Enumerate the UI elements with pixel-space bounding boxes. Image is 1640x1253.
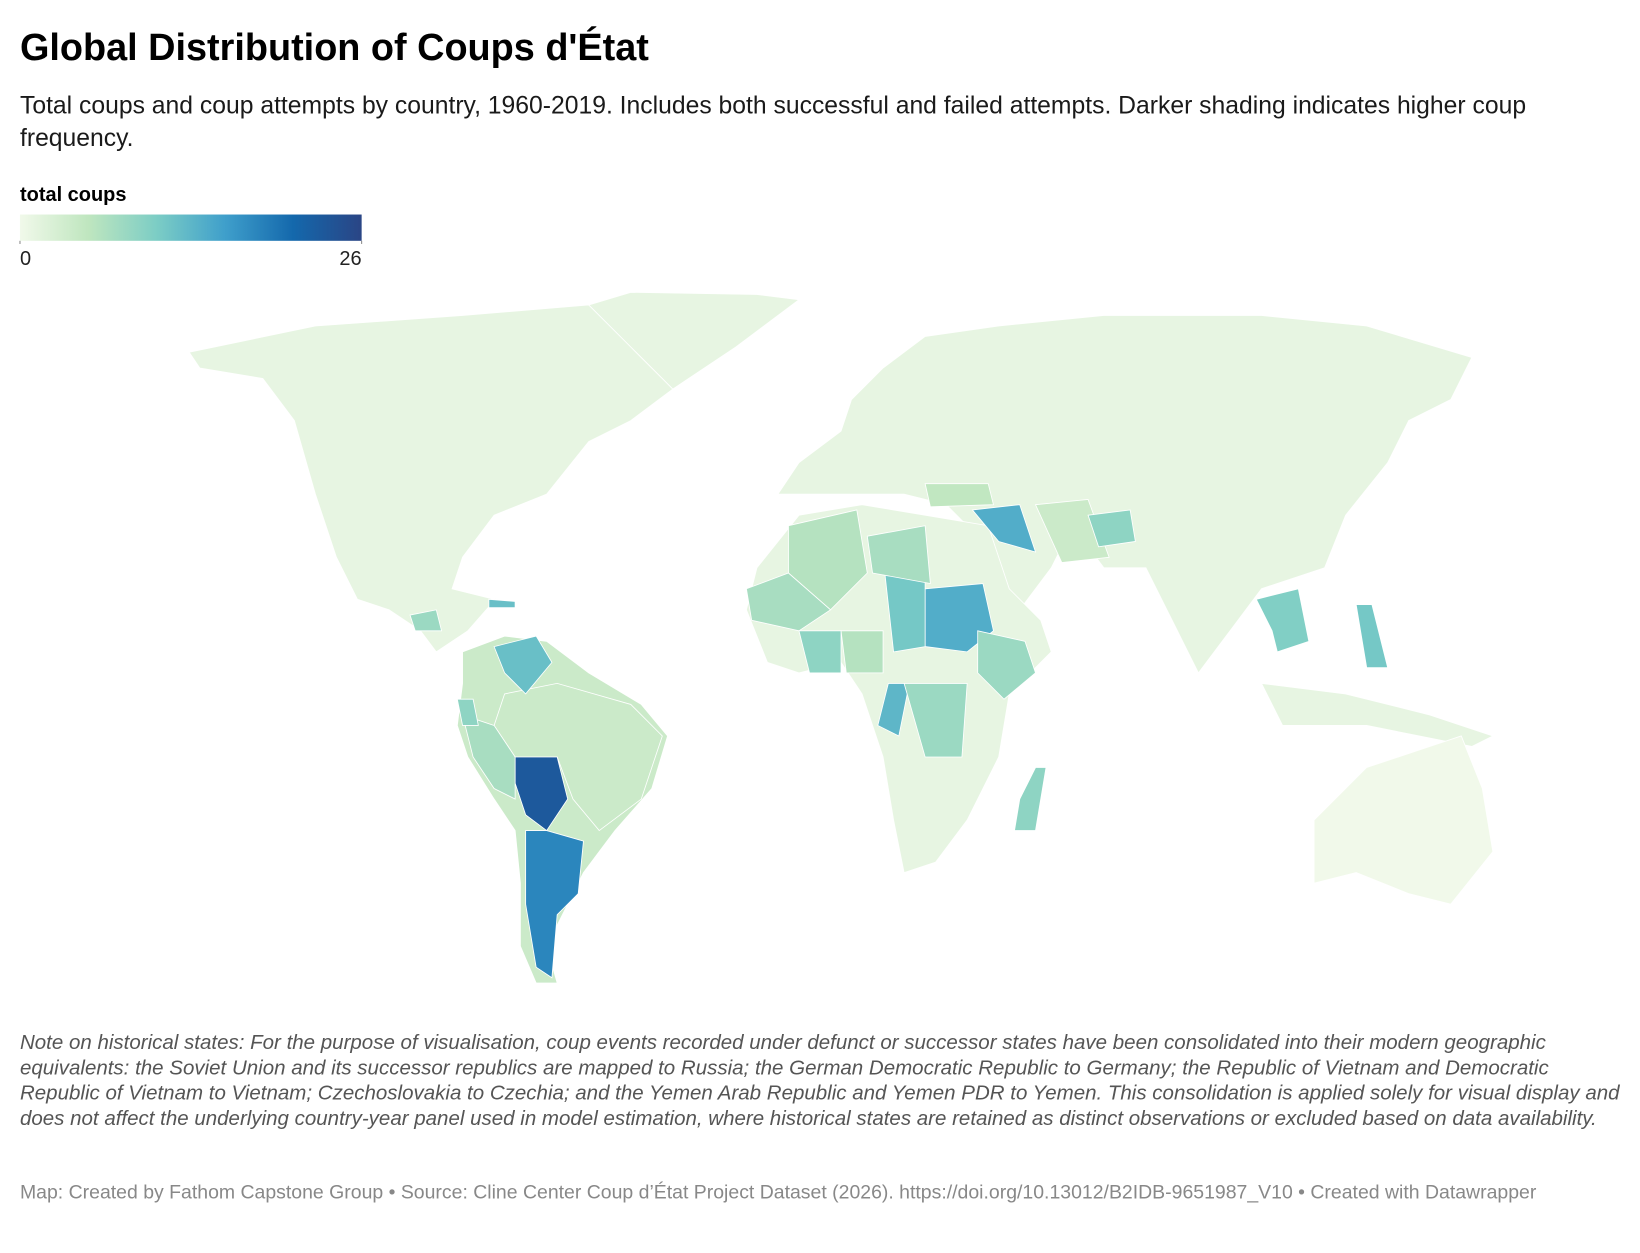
country — [971, 504, 1037, 553]
country — [745, 572, 832, 632]
credit-box: Map: Created by Fathom Capstone Group • … — [19, 1180, 1537, 1203]
country — [587, 291, 801, 390]
country — [924, 483, 994, 508]
legend-tick-label: 0 — [20, 248, 31, 270]
country — [493, 635, 553, 695]
credit: Map: Created by Fathom Capstone Group • … — [19, 1180, 1537, 1203]
country — [188, 304, 674, 653]
country — [488, 598, 516, 609]
note-box: Note on historical states: For the purpo… — [19, 1031, 1620, 1131]
country — [977, 630, 1037, 700]
country — [456, 698, 479, 726]
map — [188, 291, 1494, 984]
legend-gradient — [19, 214, 362, 241]
country — [840, 630, 884, 674]
note: Note on historical states: For the purpo… — [19, 1031, 1620, 1131]
country — [877, 682, 910, 737]
country — [1255, 588, 1310, 653]
legend-ticks: 0 26 — [19, 240, 363, 270]
country — [903, 682, 968, 758]
legend-title: total coups — [20, 184, 127, 206]
country — [1260, 682, 1494, 747]
country — [788, 509, 868, 611]
country — [798, 630, 842, 674]
legend-tick-label: 26 — [339, 248, 361, 270]
country — [525, 830, 584, 979]
country — [1013, 767, 1047, 831]
country — [409, 609, 443, 632]
country — [461, 714, 516, 800]
country — [866, 525, 931, 585]
title: Global Distribution of Coups d'État — [20, 27, 649, 69]
country — [1087, 509, 1136, 548]
subtitle: Total coups and coup attempts by country… — [19, 91, 1527, 152]
subtitle-box: Total coups and coup attempts by country… — [19, 91, 1527, 152]
country — [1355, 604, 1389, 669]
country — [1313, 735, 1494, 905]
